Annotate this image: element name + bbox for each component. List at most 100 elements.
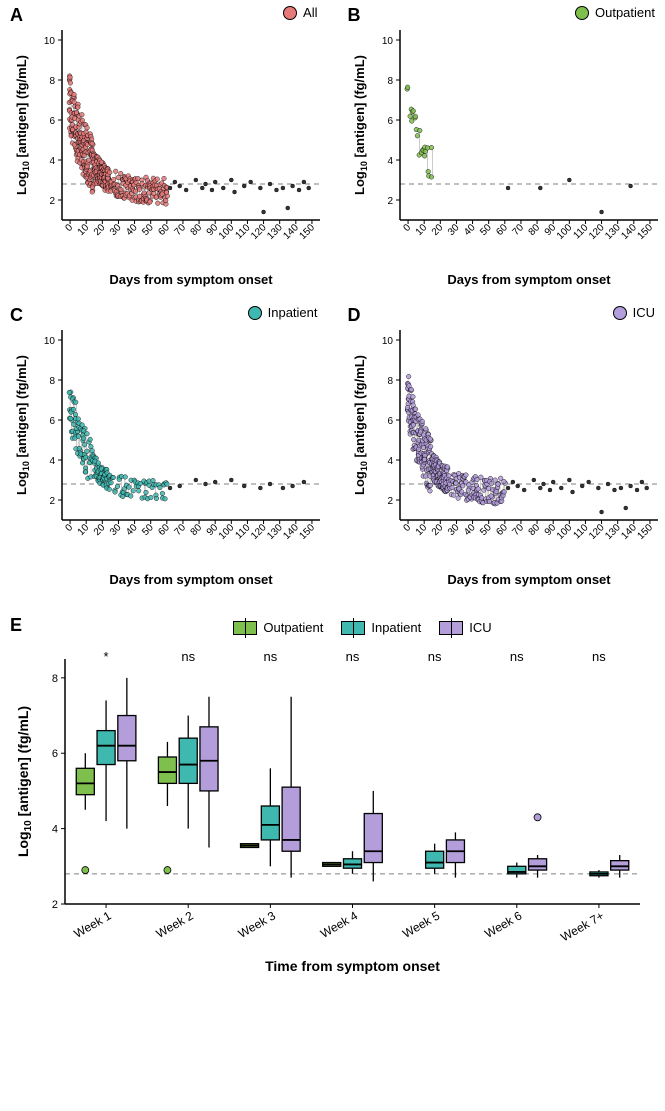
svg-text:Log10 [antigen] (fg/mL): Log10 [antigen] (fg/mL) xyxy=(352,355,369,495)
svg-text:2: 2 xyxy=(49,196,55,207)
svg-text:10: 10 xyxy=(44,36,56,47)
svg-text:Week 1: Week 1 xyxy=(72,908,114,941)
svg-text:80: 80 xyxy=(526,222,542,238)
svg-text:20: 20 xyxy=(429,522,445,538)
svg-text:110: 110 xyxy=(234,522,253,541)
svg-text:Days from symptom onset: Days from symptom onset xyxy=(109,272,273,287)
svg-text:60: 60 xyxy=(494,222,510,238)
panel-label-c: C xyxy=(10,305,23,326)
panel-b: B Outpatient 246810010203040506070809010… xyxy=(348,10,665,290)
panel-e: E Outpatient Inpatient ICU 2468Log10 [an… xyxy=(10,620,665,979)
panel-label-b: B xyxy=(348,5,361,26)
legend-e-text-2: ICU xyxy=(469,620,491,635)
legend-e-inpatient: Inpatient xyxy=(341,620,421,635)
svg-text:ns: ns xyxy=(346,649,360,664)
legend-text-a: All xyxy=(303,5,317,20)
legend-d: ICU xyxy=(613,305,655,320)
svg-text:6: 6 xyxy=(49,116,55,127)
svg-text:Time from symptom onset: Time from symptom onset xyxy=(265,958,440,974)
svg-text:50: 50 xyxy=(478,522,494,538)
legend-e-icu: ICU xyxy=(439,620,491,635)
svg-text:Days from symptom onset: Days from symptom onset xyxy=(447,572,611,587)
svg-text:6: 6 xyxy=(387,116,393,127)
svg-text:Week 6: Week 6 xyxy=(482,908,524,941)
svg-text:10: 10 xyxy=(413,522,429,538)
svg-text:Log10 [antigen] (fg/mL): Log10 [antigen] (fg/mL) xyxy=(14,355,31,495)
svg-text:150: 150 xyxy=(635,222,655,242)
svg-text:8: 8 xyxy=(52,673,58,685)
svg-text:Week 7+: Week 7+ xyxy=(558,908,606,944)
svg-text:Week 4: Week 4 xyxy=(318,908,360,941)
legend-box-inpatient xyxy=(341,621,365,635)
svg-text:10: 10 xyxy=(413,222,429,238)
svg-text:0: 0 xyxy=(401,522,413,534)
svg-text:4: 4 xyxy=(49,156,55,167)
svg-text:10: 10 xyxy=(381,336,393,347)
svg-text:70: 70 xyxy=(510,222,526,238)
svg-text:4: 4 xyxy=(49,456,55,467)
svg-text:Log10 [antigen] (fg/mL): Log10 [antigen] (fg/mL) xyxy=(352,55,369,195)
svg-text:ns: ns xyxy=(592,649,606,664)
legend-e-outpatient: Outpatient xyxy=(233,620,323,635)
legend-e-text-1: Inpatient xyxy=(371,620,421,635)
svg-text:80: 80 xyxy=(189,522,205,538)
svg-text:Log10 [antigen] (fg/mL): Log10 [antigen] (fg/mL) xyxy=(14,55,31,195)
svg-text:30: 30 xyxy=(108,522,124,538)
legend-e-text-0: Outpatient xyxy=(263,620,323,635)
svg-text:ns: ns xyxy=(263,649,277,664)
chart-d: 2468100102030405060708090100110120130140… xyxy=(348,310,665,590)
legend-text-b: Outpatient xyxy=(595,5,655,20)
svg-text:10: 10 xyxy=(381,36,393,47)
svg-text:20: 20 xyxy=(92,222,108,238)
svg-text:8: 8 xyxy=(387,76,393,87)
svg-text:30: 30 xyxy=(445,222,461,238)
svg-text:40: 40 xyxy=(462,222,478,238)
svg-text:110: 110 xyxy=(234,222,253,241)
svg-text:8: 8 xyxy=(49,76,55,87)
chart-c: 2468100102030405060708090100110120130140… xyxy=(10,310,330,590)
svg-text:40: 40 xyxy=(124,522,140,538)
svg-text:20: 20 xyxy=(92,522,108,538)
svg-text:60: 60 xyxy=(156,522,172,538)
svg-text:150: 150 xyxy=(297,222,317,242)
legend-dot-a xyxy=(283,6,297,20)
svg-text:40: 40 xyxy=(124,222,140,238)
svg-text:ns: ns xyxy=(181,649,195,664)
svg-text:Days from symptom onset: Days from symptom onset xyxy=(447,272,611,287)
legend-text-c: Inpatient xyxy=(268,305,318,320)
legend-dot-c xyxy=(248,306,262,320)
panel-c: C Inpatient 2468100102030405060708090100… xyxy=(10,310,338,590)
svg-text:Days from symptom onset: Days from symptom onset xyxy=(109,572,273,587)
svg-text:50: 50 xyxy=(478,222,494,238)
legend-b: Outpatient xyxy=(575,5,655,20)
legend-dot-d xyxy=(613,306,627,320)
legend-c: Inpatient xyxy=(248,305,318,320)
legend-text-d: ICU xyxy=(633,305,655,320)
svg-text:10: 10 xyxy=(44,336,56,347)
svg-text:0: 0 xyxy=(63,222,75,234)
svg-text:ns: ns xyxy=(428,649,442,664)
panel-label-a: A xyxy=(10,5,23,26)
svg-text:150: 150 xyxy=(297,522,317,542)
svg-text:60: 60 xyxy=(156,222,172,238)
svg-text:2: 2 xyxy=(387,496,393,507)
svg-text:80: 80 xyxy=(526,522,542,538)
scatter-grid: A All 2468100102030405060708090100110120… xyxy=(10,10,665,590)
svg-text:40: 40 xyxy=(462,522,478,538)
svg-text:10: 10 xyxy=(76,522,92,538)
svg-text:150: 150 xyxy=(635,522,655,542)
svg-text:30: 30 xyxy=(108,222,124,238)
svg-text:70: 70 xyxy=(172,222,188,238)
panel-label-d: D xyxy=(348,305,361,326)
panel-label-e: E xyxy=(10,615,22,636)
chart-b: 2468100102030405060708090100110120130140… xyxy=(348,10,665,290)
svg-text:Week 2: Week 2 xyxy=(154,908,196,941)
svg-text:4: 4 xyxy=(387,456,393,467)
svg-text:0: 0 xyxy=(401,222,413,234)
svg-text:8: 8 xyxy=(49,376,55,387)
legend-dot-b xyxy=(575,6,589,20)
svg-text:70: 70 xyxy=(510,522,526,538)
svg-text:Week 5: Week 5 xyxy=(400,908,442,941)
svg-text:*: * xyxy=(104,649,109,664)
svg-text:110: 110 xyxy=(571,522,590,541)
